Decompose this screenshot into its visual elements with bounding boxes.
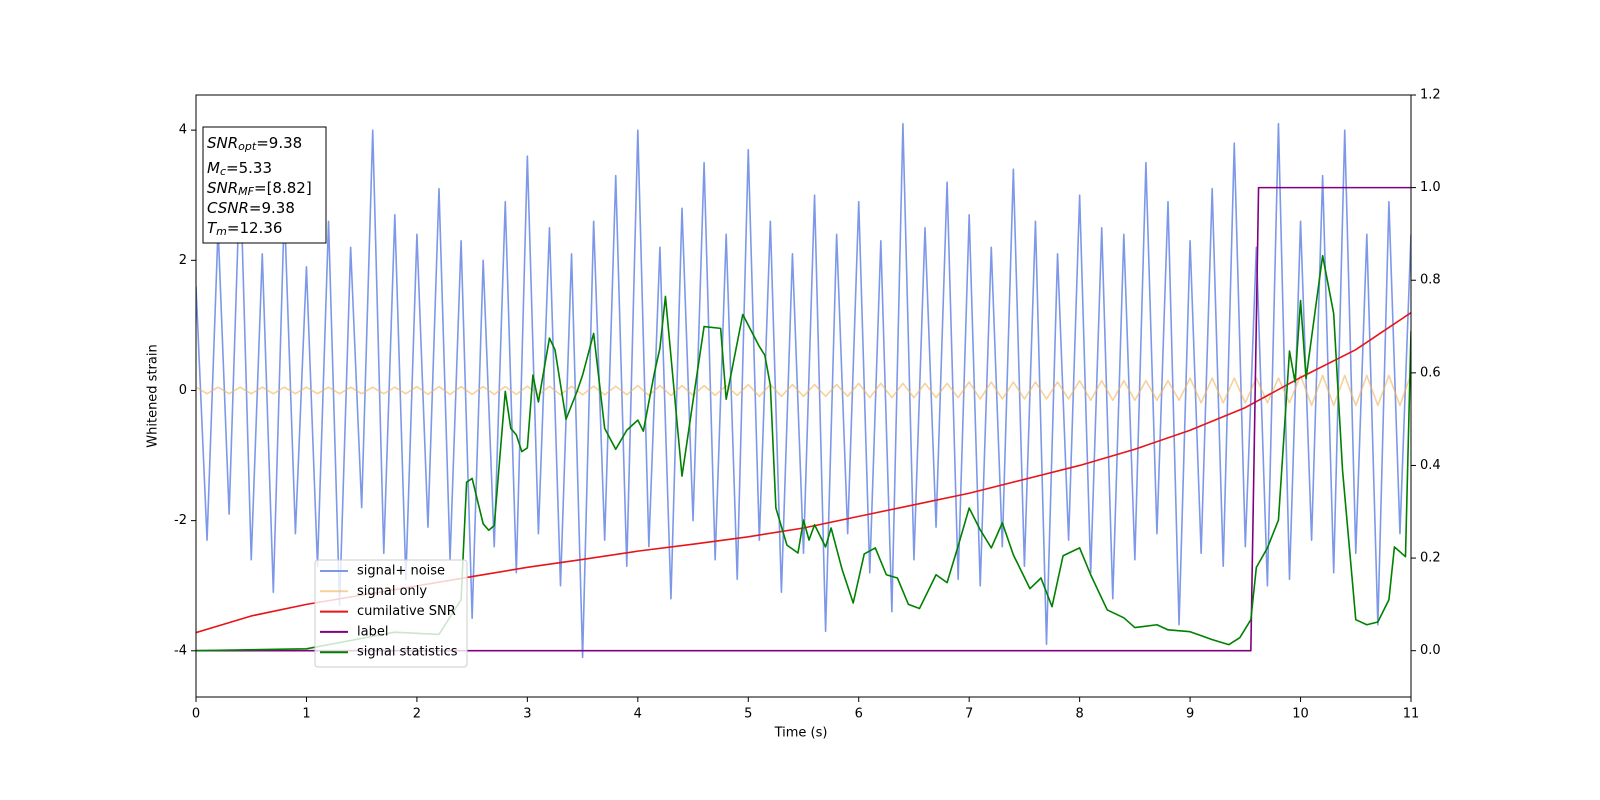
series-line: [196, 186, 1411, 652]
axes-frame: [195, 94, 1412, 698]
y-tick-label: 4: [179, 123, 187, 138]
annotation-name: CSNR: [207, 199, 249, 217]
annotation-box: SNRopt=9.38Mc=5.33SNRMF=[8.82]CSNR=9.38T…: [202, 126, 327, 244]
x-tick-label: 2: [413, 707, 421, 722]
legend-label: cumilative SNR: [357, 604, 456, 619]
y2-tick-label: 0.6: [1420, 365, 1441, 380]
annotation-line: SNRopt=9.38: [207, 134, 302, 154]
annotation-line: Tm=12.36: [207, 219, 282, 239]
ticks: 0 1 2 3 4 5 6 7 8 9 10 11 -4 -2 0 2 4 0.0 0.2 0.4 0.6 0.8 1.0 1…: [174, 88, 1441, 722]
legend-label: signal only: [357, 584, 427, 599]
annotation-value: =9.38: [249, 199, 295, 217]
x-tick-label: 7: [965, 707, 973, 722]
annotation-value: =[8.82]: [254, 179, 312, 197]
annotation-subscript: opt: [238, 140, 257, 153]
legend-label: signal statistics: [357, 645, 458, 660]
annotation-value: =5.33: [226, 159, 272, 177]
annotation-line: CSNR=9.38: [207, 199, 295, 217]
x-tick-label: 5: [744, 707, 752, 722]
annotation-value: =9.38: [256, 134, 302, 152]
y-tick-label: -2: [174, 513, 187, 528]
legend-label: signal+ noise: [357, 564, 445, 579]
x-tick-label: 0: [192, 707, 200, 722]
x-tick-label: 10: [1292, 707, 1309, 722]
annotation-frame: [202, 126, 327, 244]
series-line: [196, 122, 1411, 659]
y-tick-label: 0: [179, 383, 187, 398]
annotation-name: M: [207, 159, 220, 177]
annotation-subscript: c: [220, 165, 226, 178]
y2-tick-label: 0.8: [1420, 273, 1441, 288]
annotation-line: Mc=5.33: [207, 159, 272, 179]
y2-tick-label: 1.0: [1420, 180, 1441, 195]
annotation-name: T: [207, 219, 218, 237]
y-axis-label: Whitened strain: [146, 344, 161, 447]
x-tick-label: 11: [1403, 707, 1420, 722]
x-tick-label: 3: [523, 707, 531, 722]
x-tick-label: 1: [302, 707, 310, 722]
series-line: [196, 373, 1411, 407]
annotation-subscript: m: [216, 225, 227, 238]
y-tick-label: -4: [174, 643, 187, 658]
legend-frame: [314, 559, 468, 668]
y-tick-label: 2: [179, 253, 187, 268]
x-axis-label: Time (s): [774, 726, 828, 741]
x-tick-label: 9: [1186, 707, 1194, 722]
x-tick-label: 6: [855, 707, 863, 722]
annotation-name: SNR: [207, 179, 238, 197]
annotation-value: =12.36: [227, 219, 283, 237]
y2-tick-label: 1.2: [1420, 88, 1441, 103]
y2-tick-label: 0.0: [1420, 643, 1441, 658]
y2-tick-label: 0.4: [1420, 458, 1441, 473]
legend-label: label: [357, 624, 388, 639]
annotation-subscript: MF: [238, 185, 254, 198]
legend: signal+ noise signal only cumilative SNR la…: [314, 559, 468, 668]
series-line: [196, 254, 1411, 652]
annotation-line: SNRMF=[8.82]: [207, 179, 312, 199]
y2-tick-label: 0.2: [1420, 551, 1441, 566]
x-tick-label: 4: [634, 707, 642, 722]
x-tick-label: 8: [1075, 707, 1083, 722]
annotation-name: SNR: [207, 134, 238, 152]
